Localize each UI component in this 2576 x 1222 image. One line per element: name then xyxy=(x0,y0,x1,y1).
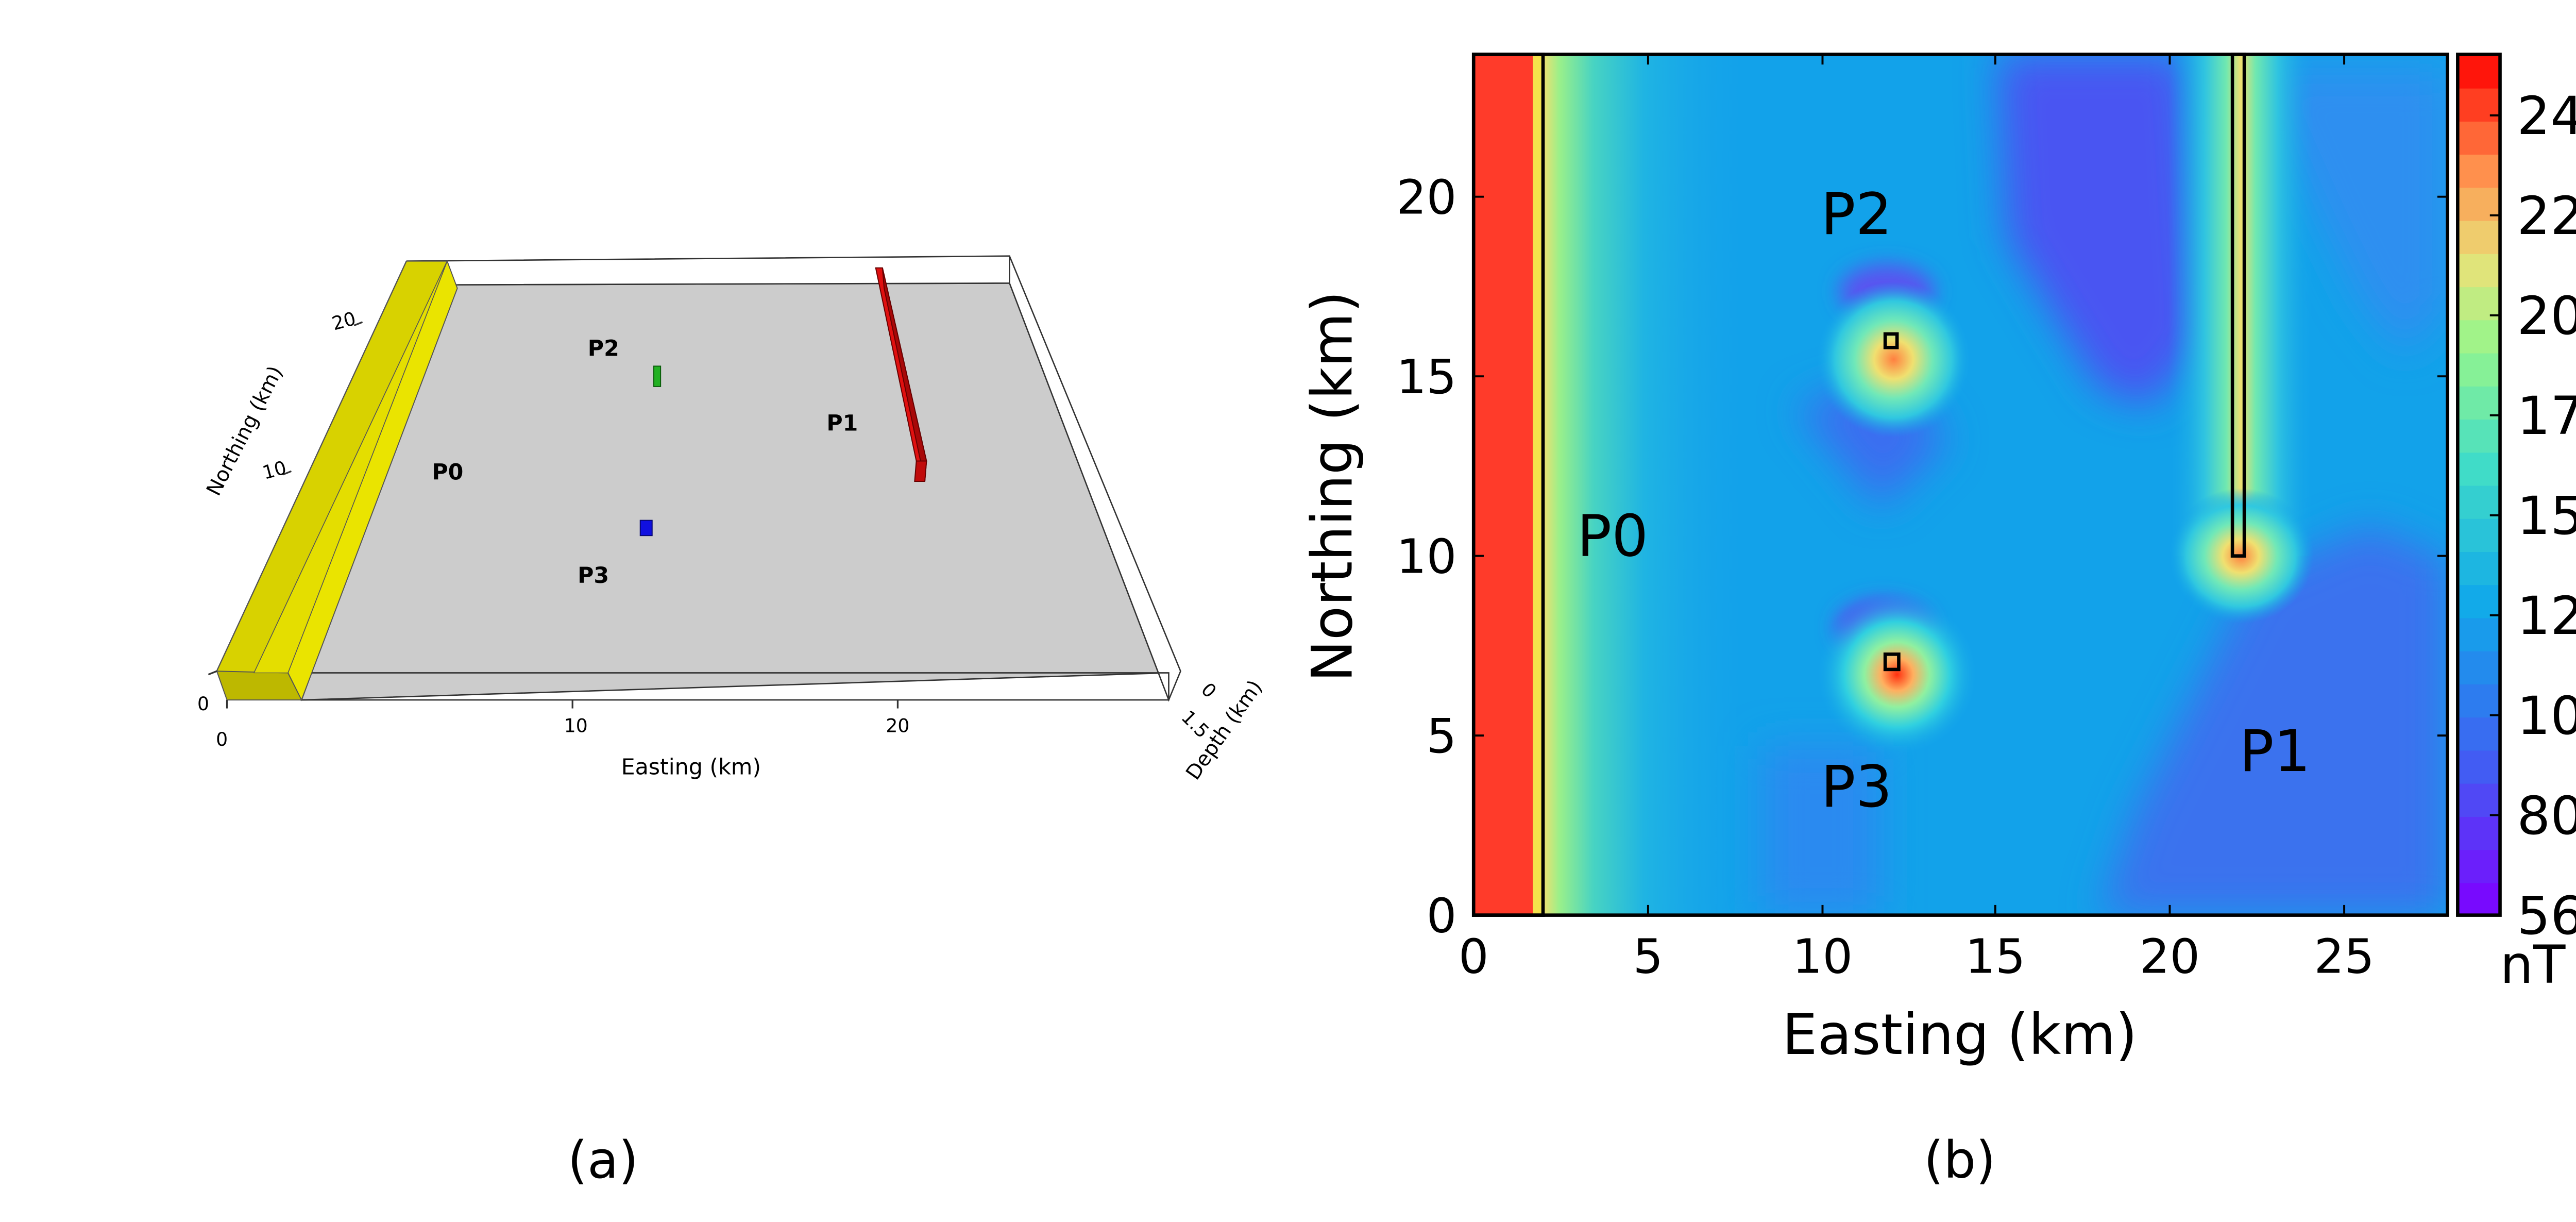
colorbar-tick-label: 248 xyxy=(2517,86,2576,147)
label-p1: P1 xyxy=(826,410,858,436)
colorbar-tick-label: 80 xyxy=(2517,785,2576,847)
colorbar-tick-label: 104 xyxy=(2517,685,2576,747)
y-tick-label: 15 xyxy=(1396,349,1456,405)
colorbar-segment xyxy=(2458,683,2500,718)
colorbar-frame xyxy=(2456,53,2502,917)
colorbar-segment xyxy=(2458,154,2500,188)
colorbar-segment xyxy=(2458,716,2500,751)
colorbar-segment xyxy=(2458,749,2500,784)
colorbar-tick-labels: 56 80 104 128 152 176 200 224 248 xyxy=(2517,86,2576,947)
depth-axis: 0 1.5 Depth (km) xyxy=(1177,676,1267,784)
panel-a-3d-model: P0 P1 P2 P3 0 10 20 Easting (km) 0 10 20… xyxy=(197,255,1267,1190)
northing-tick-0: 0 xyxy=(197,693,209,715)
x-tick-label: 20 xyxy=(2140,929,2200,984)
colorbar-segment xyxy=(2458,815,2500,850)
colorbar-segment xyxy=(2458,451,2500,486)
x-tick-label: 15 xyxy=(1965,929,2025,984)
colorbar-segment xyxy=(2458,882,2500,916)
colorbar-tick-label: 128 xyxy=(2517,585,2576,647)
colorbar-segment xyxy=(2458,650,2500,684)
map-label-p1: P1 xyxy=(2239,718,2311,785)
colorbar-segment xyxy=(2458,385,2500,420)
northing-tick-10: 10 xyxy=(260,456,289,483)
caption-a: (a) xyxy=(568,1131,638,1190)
y-tick-label: 5 xyxy=(1427,709,1457,764)
colorbar-ticks xyxy=(2489,114,2500,916)
colorbar: 56 80 104 128 152 176 200 224 248 nT xyxy=(2456,53,2576,996)
colorbar-segment xyxy=(2458,517,2500,553)
map-label-p0: P0 xyxy=(1577,503,1649,570)
easting-tick-10: 10 xyxy=(564,715,588,737)
y-tick-label: 10 xyxy=(1396,529,1456,584)
colorbar-segment xyxy=(2458,484,2500,519)
model-top-back-strip xyxy=(406,255,1010,286)
label-p3: P3 xyxy=(578,563,609,589)
y-tick-label: 0 xyxy=(1427,889,1457,944)
p3-anomaly xyxy=(1816,593,1978,756)
map-frame xyxy=(1471,53,2449,917)
colorbar-segment xyxy=(2458,419,2500,453)
x-tick-label: 25 xyxy=(2314,929,2375,984)
x-tick-label: 5 xyxy=(1633,929,1664,984)
body-p2-block xyxy=(653,365,662,387)
map-label-p2: P2 xyxy=(1821,181,1892,248)
outline-p2 xyxy=(1883,332,1899,349)
p2-anomaly xyxy=(1816,281,1972,438)
colorbar-segment xyxy=(2458,253,2500,288)
map-ticks xyxy=(1473,54,2448,915)
y-axis-label: Northing (km) xyxy=(1300,291,1365,682)
colorbar-segment xyxy=(2458,120,2500,155)
colorbar-segment xyxy=(2458,584,2500,618)
colorbar-segment xyxy=(2458,220,2500,254)
colorbar-tick-label: 224 xyxy=(2517,186,2576,247)
colorbar-segment xyxy=(2458,617,2500,651)
outline-p3 xyxy=(1883,652,1901,672)
body-p1-prism xyxy=(875,267,927,482)
colorbar-tick-label: 200 xyxy=(2517,286,2576,347)
easting-axis-label: Easting (km) xyxy=(621,755,761,780)
colorbar-tick-label: 56 xyxy=(2517,885,2576,947)
colorbar-tick-label: 176 xyxy=(2517,386,2576,447)
x-axis-label: Easting (km) xyxy=(1782,1002,2137,1067)
colorbar-segment xyxy=(2458,551,2500,585)
map-annotations: P0 P1 P2 P3 xyxy=(1577,181,2311,821)
p1-anomaly-band xyxy=(2168,54,2314,556)
x-tick-label: 10 xyxy=(1792,929,1853,984)
map-label-p3: P3 xyxy=(1821,754,1892,821)
label-p0: P0 xyxy=(432,460,463,486)
y-tick-label: 20 xyxy=(1396,170,1456,225)
easting-axis: 0 10 20 Easting (km) xyxy=(216,700,909,780)
colorbar-segments xyxy=(2458,54,2500,916)
panel-b-anomaly-map: 0 5 10 15 20 25 0 5 10 15 20 Easting (km… xyxy=(1300,53,2576,1190)
anomaly-heatmap xyxy=(1473,54,2448,915)
x-tick-labels: 0 5 10 15 20 25 xyxy=(1459,929,2375,984)
depth-tick-0: 0 xyxy=(1197,678,1221,702)
y-tick-labels: 0 5 10 15 20 xyxy=(1396,170,1456,944)
easting-tick-0: 0 xyxy=(216,728,228,750)
p0-gradient-zone xyxy=(1543,54,1747,915)
p0-high-band xyxy=(1473,54,1544,915)
colorbar-segment xyxy=(2458,319,2500,354)
colorbar-segment xyxy=(2458,782,2500,817)
northing-tick-20: 20 xyxy=(330,307,359,334)
x-tick-label: 0 xyxy=(1459,929,1489,984)
colorbar-segment xyxy=(2458,87,2500,122)
label-p2: P2 xyxy=(588,336,619,362)
caption-b: (b) xyxy=(1924,1131,1996,1190)
body-p3-block xyxy=(639,520,653,537)
colorbar-segment xyxy=(2458,849,2500,883)
body-p0-prism xyxy=(216,259,458,701)
colorbar-segment xyxy=(2458,352,2500,387)
easting-tick-20: 20 xyxy=(886,715,909,737)
colorbar-segment xyxy=(2458,54,2500,89)
colorbar-tick-label: 152 xyxy=(2517,486,2576,547)
colorbar-unit-label: nT xyxy=(2500,934,2566,996)
